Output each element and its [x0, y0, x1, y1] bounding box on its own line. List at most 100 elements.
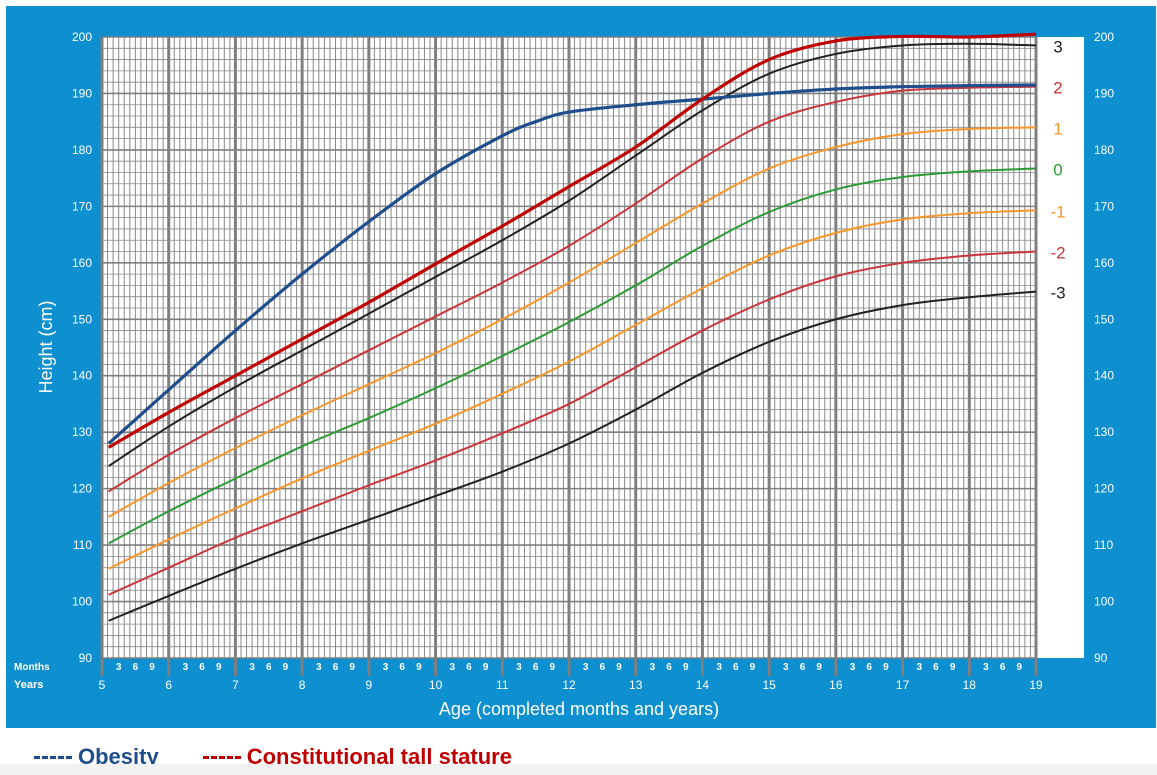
month-tick-label: 9 [616, 662, 622, 673]
sd-label: 2 [1053, 79, 1062, 98]
month-tick-label: 3 [583, 662, 589, 673]
y-axis-label: Height (cm) [36, 300, 56, 393]
footer-bar [0, 764, 1157, 775]
month-tick-label: 9 [216, 662, 222, 673]
months-row-label: Months [14, 662, 50, 673]
y-tick-labels-left: 90 100 110 120 130 140 150 160 170 180 190 200 [72, 30, 92, 665]
month-tick-label: 9 [883, 662, 889, 673]
series-line-3 [108, 290, 1037, 622]
y-tick-label-right: 90 [1094, 651, 1108, 665]
series-line-obesity [107, 83, 1037, 445]
x-tick-label: 5 [99, 678, 106, 692]
month-tick-label: 9 [950, 662, 956, 673]
sd-curve-labels: 3 2 1 0 -1 -2 -3 [1050, 37, 1065, 302]
month-tick-label: 9 [416, 662, 422, 673]
x-tick-label: 19 [1029, 678, 1043, 692]
month-tick-label: 3 [116, 662, 122, 673]
sd-label: 1 [1053, 119, 1062, 138]
y-tick-label: 190 [72, 86, 92, 100]
month-tick-label: 9 [550, 662, 556, 673]
month-tick-label: 3 [183, 662, 189, 673]
y-tick-label-right: 110 [1094, 538, 1113, 552]
series-line-0 [108, 167, 1037, 545]
x-tick-label: 12 [562, 678, 576, 692]
x-tick-labels: 5 6 7 8 9 10 11 12 13 14 15 16 17 18 19 [99, 678, 1043, 692]
series-line-constitutional-tall-stature [107, 32, 1037, 449]
month-tick-label: 9 [483, 662, 489, 673]
month-tick-label: 6 [733, 662, 739, 673]
y-tick-label: 90 [79, 651, 93, 665]
x-tick-label: 6 [165, 678, 172, 692]
month-tick-label: 6 [466, 662, 472, 673]
month-tick-label: 6 [800, 662, 806, 673]
month-tick-label: 6 [600, 662, 606, 673]
series-line-2 [108, 250, 1037, 596]
x-axis-label: Age (completed months and years) [439, 699, 719, 719]
series-line-3 [108, 42, 1037, 467]
y-tick-label: 180 [72, 143, 92, 157]
x-tick-label: 8 [299, 678, 306, 692]
x-tick-label: 14 [696, 678, 710, 692]
series-layer [107, 32, 1037, 622]
month-tick-label: 3 [783, 662, 789, 673]
y-tick-labels-right: 90 100 110 120 130 140 150 160 170 180 190 200 [1094, 30, 1114, 665]
y-tick-label-right: 160 [1094, 256, 1114, 270]
sd-label: -1 [1050, 202, 1065, 221]
month-tick-label: 3 [383, 662, 389, 673]
x-tick-label: 10 [429, 678, 443, 692]
y-tick-label: 160 [72, 256, 92, 270]
month-tick-label: 9 [349, 662, 355, 673]
month-tick-label: 6 [1000, 662, 1006, 673]
month-tick-label: 9 [683, 662, 689, 673]
y-tick-label-right: 130 [1094, 425, 1114, 439]
y-tick-label-right: 170 [1094, 199, 1114, 213]
x-tick-label: 7 [232, 678, 239, 692]
month-tick-label: 6 [933, 662, 939, 673]
month-tick-label: 6 [666, 662, 672, 673]
month-tick-label: 9 [1017, 662, 1023, 673]
month-tick-label: 6 [266, 662, 272, 673]
x-tick-label: 13 [629, 678, 643, 692]
y-tick-label: 130 [72, 425, 92, 439]
x-tick-label: 16 [829, 678, 843, 692]
x-tick-label: 15 [762, 678, 776, 692]
month-tick-label: 6 [399, 662, 405, 673]
month-tick-label: 6 [133, 662, 139, 673]
y-tick-label: 120 [72, 482, 92, 496]
series-line-2 [108, 85, 1037, 493]
sd-label: -3 [1050, 284, 1065, 303]
month-tick-label: 6 [199, 662, 205, 673]
x-tick-label: 11 [496, 678, 509, 692]
sd-label: 0 [1053, 161, 1062, 180]
month-tick-label: 3 [916, 662, 922, 673]
series-line-1 [108, 209, 1037, 570]
obesity-swatch [34, 755, 72, 759]
month-tick-label: 3 [650, 662, 656, 673]
tall-stature-swatch [202, 755, 241, 759]
month-tick-label: 3 [716, 662, 722, 673]
month-tick-label: 3 [316, 662, 322, 673]
y-tick-label-right: 140 [1094, 369, 1114, 383]
month-tick-label: 3 [449, 662, 455, 673]
y-tick-label-right: 200 [1094, 30, 1114, 44]
y-tick-label: 110 [73, 538, 92, 552]
month-tick-label: 6 [333, 662, 339, 673]
month-tick-label: 6 [866, 662, 872, 673]
y-tick-label: 170 [72, 199, 92, 213]
years-row-label: Years [14, 679, 43, 691]
month-tick-label: 9 [750, 662, 756, 673]
y-tick-label: 100 [72, 595, 92, 609]
y-tick-label-right: 180 [1094, 143, 1114, 157]
sd-label: 3 [1053, 37, 1062, 56]
x-tick-label: 9 [366, 678, 373, 692]
month-tick-label: 3 [983, 662, 989, 673]
y-tick-label-right: 150 [1094, 312, 1114, 326]
y-tick-label-right: 100 [1094, 595, 1114, 609]
y-tick-label-right: 190 [1094, 86, 1114, 100]
month-tick-label: 9 [283, 662, 289, 673]
month-tick-label: 9 [816, 662, 822, 673]
y-tick-label: 150 [72, 312, 92, 326]
y-tick-label: 140 [72, 369, 92, 383]
month-tick-label: 9 [149, 662, 155, 673]
